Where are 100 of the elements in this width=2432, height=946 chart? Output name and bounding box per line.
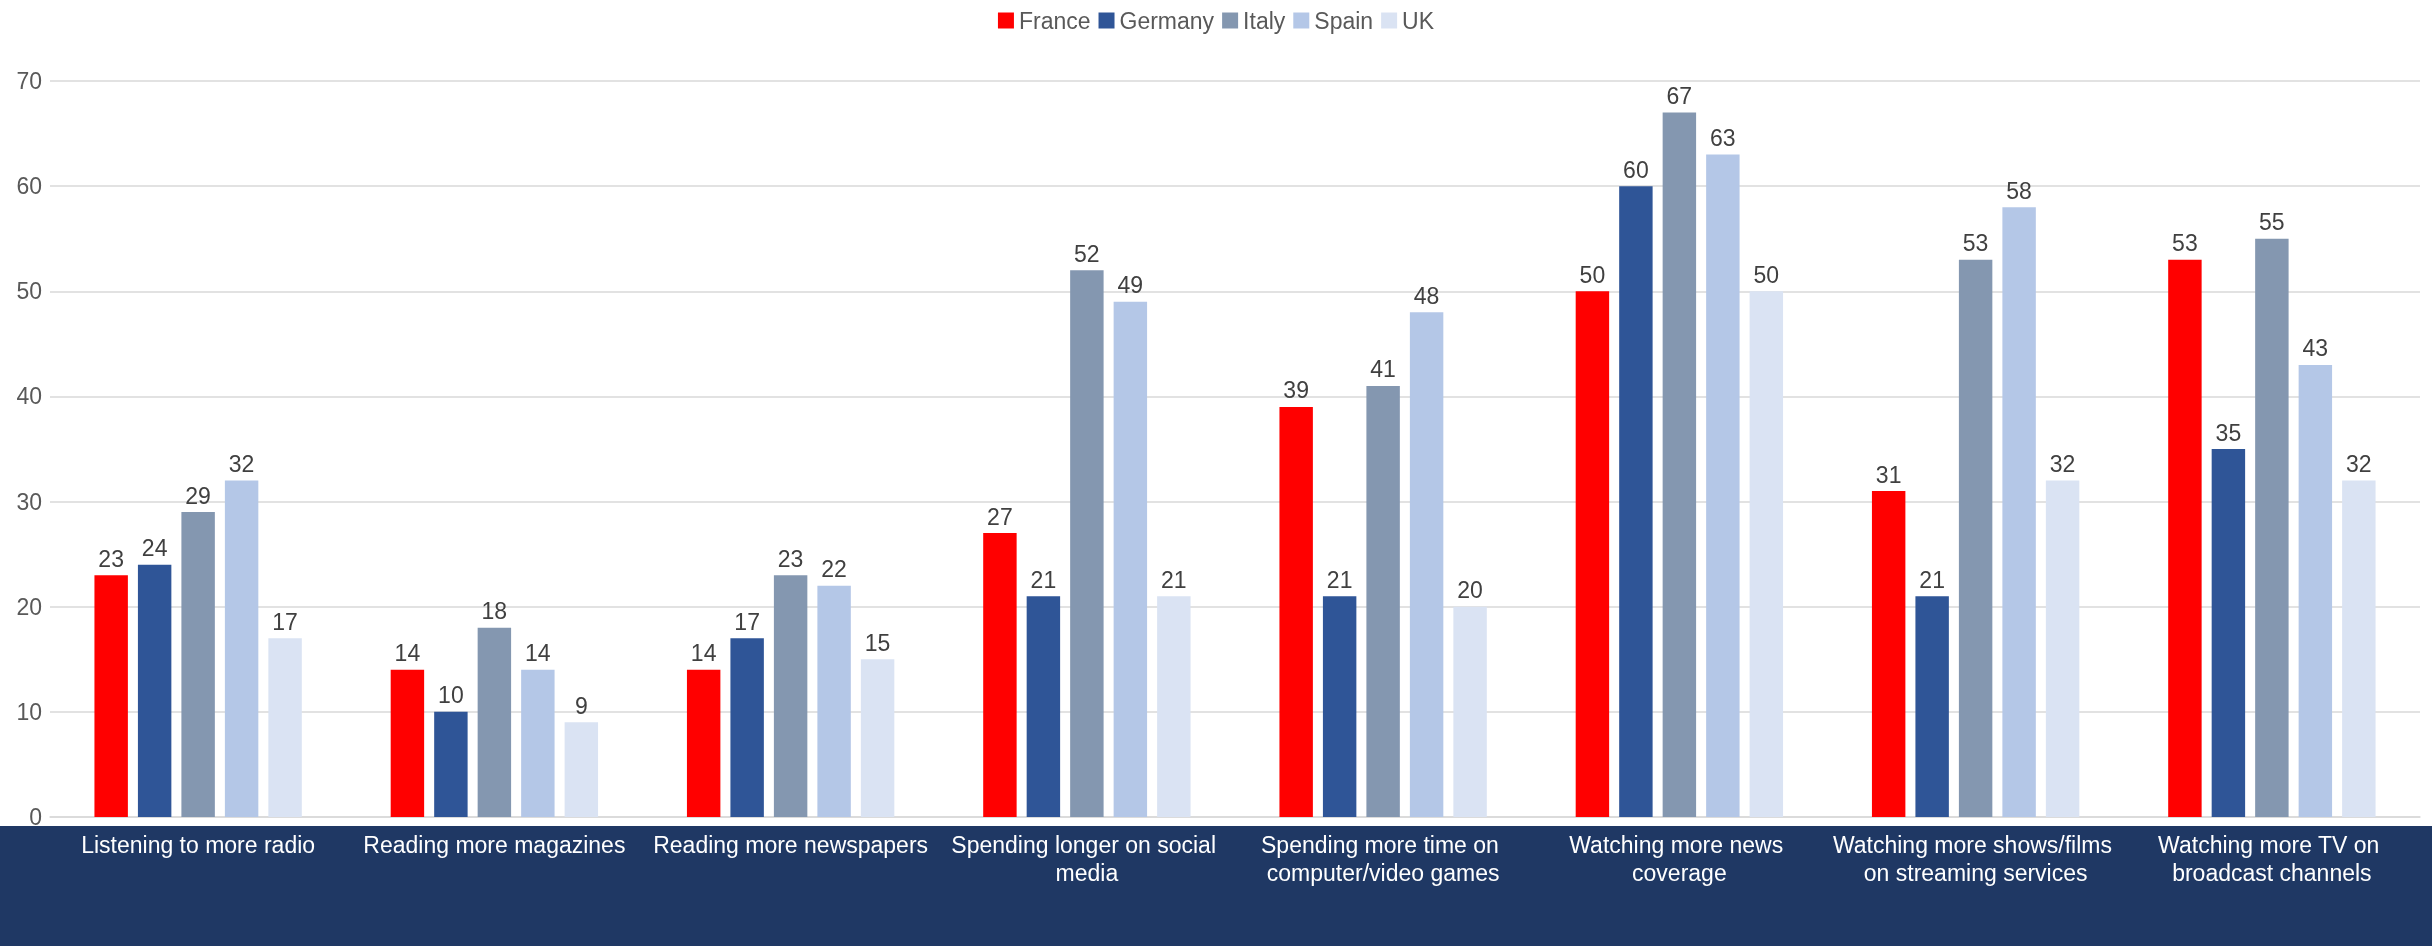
y-tick-label: 0 (29, 804, 42, 830)
bar (1575, 291, 1610, 817)
y-tick-label: 20 (16, 593, 42, 620)
bar (434, 711, 468, 817)
data-label: 14 (690, 640, 717, 667)
x-tick-label: Reading more magazines (363, 832, 626, 858)
data-label: 14 (525, 640, 551, 667)
data-label: 17 (272, 608, 298, 635)
data-label: 15 (864, 629, 891, 656)
bar (1958, 259, 1993, 817)
bar (1871, 491, 1906, 817)
data-label: 39 (1283, 377, 1309, 404)
bar (224, 480, 259, 817)
data-label: 52 (1074, 240, 1100, 267)
bar (1453, 606, 1487, 817)
bar (1157, 596, 1191, 817)
data-label: 53 (1962, 230, 1989, 257)
bar (730, 638, 764, 817)
data-label: 50 (1753, 261, 1780, 288)
bar (94, 575, 128, 817)
bar (817, 585, 851, 817)
bar (983, 533, 1017, 817)
data-label: 32 (2346, 451, 2372, 478)
data-label: 29 (185, 482, 211, 509)
data-label: 32 (228, 451, 255, 478)
y-tick-label: 30 (16, 488, 42, 515)
bar (2002, 207, 2036, 817)
bar (1113, 301, 1148, 817)
legend-label: Spain (1314, 7, 1374, 34)
bar (1706, 154, 1740, 817)
y-tick-label: 10 (16, 698, 42, 725)
bar (1026, 596, 1061, 817)
bar (1322, 596, 1357, 817)
data-label: 67 (1666, 83, 1693, 110)
data-label: 14 (394, 640, 421, 667)
data-label: 18 (481, 598, 508, 625)
bar (2168, 259, 2202, 817)
bar (1366, 385, 1400, 817)
y-tick-label: 50 (16, 278, 42, 305)
bar (1915, 596, 1949, 817)
data-label: 20 (1457, 577, 1483, 604)
x-tick-label: Watching more news coverage (1569, 832, 1790, 886)
data-label: 32 (2049, 451, 2076, 478)
data-label: 21 (1919, 566, 1945, 593)
bar (773, 575, 808, 817)
data-label: 35 (2215, 419, 2242, 446)
bar (1662, 112, 1697, 817)
bar (1409, 312, 1444, 817)
data-label: 21 (1326, 566, 1353, 593)
bar (2211, 449, 2246, 817)
bar (1279, 406, 1313, 817)
bar (564, 722, 599, 817)
y-tick-label: 70 (16, 68, 42, 94)
data-label: 23 (777, 545, 804, 572)
legend-label: UK (1402, 7, 1435, 34)
data-label: 9 (574, 692, 588, 719)
bar (860, 659, 895, 817)
legend-label: France (1018, 7, 1091, 34)
x-tick-label: Spending more time on computer/video games (1261, 832, 1506, 886)
x-tick-label: Spending longer on social media (951, 832, 1223, 886)
data-label: 48 (1413, 282, 1440, 309)
data-label: 21 (1030, 566, 1057, 593)
bar (1619, 186, 1653, 817)
y-tick-label: 60 (16, 173, 42, 200)
bar (686, 669, 721, 817)
bar (1070, 270, 1104, 817)
x-tick-label: Listening to more radio (81, 832, 316, 858)
legend-label: Germany (1119, 7, 1215, 34)
data-label: 27 (987, 503, 1013, 530)
data-label: 41 (1370, 356, 1396, 383)
bar (181, 512, 215, 817)
bar (2298, 364, 2333, 817)
bar (521, 669, 555, 817)
bar (390, 669, 425, 817)
bar (1749, 291, 1784, 817)
data-label: 24 (141, 535, 168, 562)
data-label: 60 (1623, 156, 1649, 183)
data-label: 49 (1117, 272, 1144, 299)
data-label: 21 (1161, 566, 1187, 593)
bar (477, 627, 512, 817)
x-tick-label: Watching more shows/films on streaming services (1832, 832, 2119, 886)
data-label: 22 (821, 556, 847, 583)
data-label: 50 (1579, 261, 1606, 288)
data-label: 58 (2006, 177, 2032, 204)
bar (137, 564, 172, 817)
y-tick-label: 40 (16, 383, 42, 410)
data-label: 53 (2172, 230, 2198, 257)
bar (268, 638, 302, 817)
x-tick-label: Reading more newspapers (653, 832, 929, 858)
data-label: 63 (1710, 125, 1736, 152)
data-label: 23 (98, 545, 124, 572)
bar (2255, 238, 2289, 817)
data-label: 17 (734, 608, 760, 635)
bar (2342, 480, 2376, 817)
data-label: 43 (2302, 335, 2329, 362)
data-label: 55 (2259, 209, 2285, 236)
x-tick-label: Watching more TV on broadcast channels (2158, 832, 2386, 886)
data-label: 10 (438, 682, 464, 709)
legend-label: Italy (1243, 7, 1286, 34)
bar (2045, 480, 2080, 817)
